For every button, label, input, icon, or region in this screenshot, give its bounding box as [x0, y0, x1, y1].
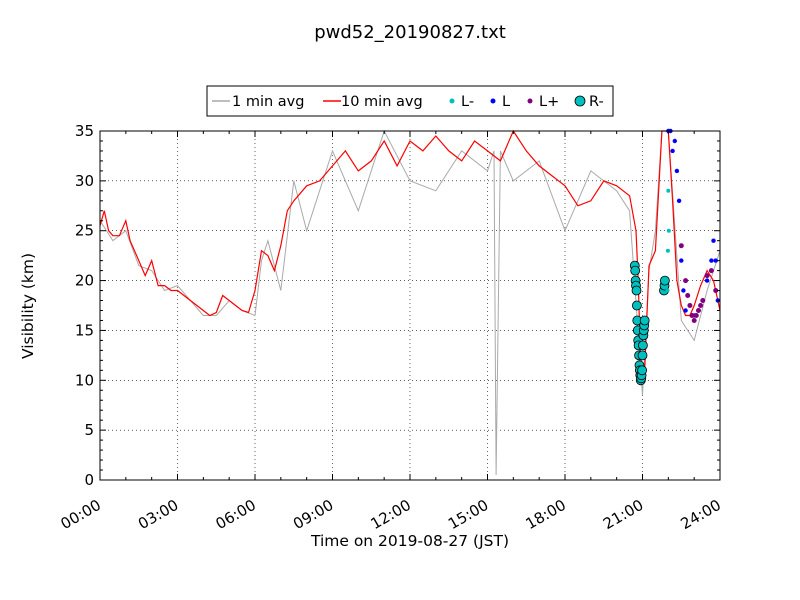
y-tick-label: 5 — [84, 421, 94, 439]
l-point — [704, 278, 710, 283]
r-minus-point — [637, 350, 648, 361]
r-minus-point — [660, 275, 670, 286]
l-plus-point — [708, 268, 714, 274]
legend-label-r-minus: R- — [589, 94, 604, 110]
y-tick-label: 30 — [75, 172, 94, 190]
l-point — [711, 238, 716, 243]
y-tick-label: 10 — [75, 371, 94, 389]
y-tick-label: 35 — [75, 122, 94, 140]
l-plus-point — [704, 273, 710, 279]
y-tick-labels: 0 5 10 15 20 25 30 35 — [75, 122, 94, 489]
y-tick-label: 0 — [84, 471, 94, 489]
l-plus-point — [696, 308, 701, 313]
l-plus-point — [713, 288, 719, 293]
l-point — [709, 258, 714, 263]
x-tick-label: 15:00 — [445, 496, 491, 533]
r-minus-point — [639, 315, 650, 326]
series-10min-avg — [99, 129, 721, 376]
x-tick-label: 18:00 — [523, 496, 569, 533]
y-axis-label: Visibility (km) — [19, 253, 37, 359]
y-tick-label: 20 — [75, 272, 94, 290]
legend-label-l-minus: L- — [461, 94, 474, 110]
l-plus-point — [691, 318, 697, 323]
y-tick-label: 15 — [75, 321, 94, 339]
x-tick-label: 06:00 — [213, 496, 259, 533]
l-plus-point — [678, 243, 684, 249]
grid — [100, 131, 720, 480]
y-tick-label: 25 — [75, 222, 94, 240]
l-plus-point — [698, 303, 704, 308]
r-minus-point — [631, 285, 642, 296]
l-minus-point — [665, 248, 670, 253]
l-point — [713, 258, 718, 263]
legend-marker-l — [490, 98, 496, 104]
legend-label-1min: 1 min avg — [232, 94, 304, 110]
l-plus-point — [700, 298, 706, 303]
legend-marker-l-plus — [527, 98, 533, 104]
legend-marker-r-minus — [574, 95, 586, 107]
l-point — [683, 308, 688, 313]
x-axis-label: Time on 2019-08-27 (JST) — [310, 532, 509, 550]
l-minus-point — [666, 228, 671, 233]
legend-box — [206, 85, 614, 117]
legend-label-l-plus: L+ — [539, 94, 559, 110]
legend-label-10min: 10 min avg — [341, 94, 423, 110]
r-minus-point — [632, 300, 642, 311]
l-minus-point — [666, 188, 671, 193]
axis-ticks — [99, 130, 721, 481]
r-minus-point — [637, 365, 647, 376]
l-point — [672, 138, 677, 144]
l-point — [676, 198, 682, 203]
l-plus-point — [693, 313, 699, 318]
l-point — [670, 148, 675, 154]
l-plus-point — [685, 293, 691, 298]
legend-label-l: L — [502, 94, 510, 110]
l-plus-point — [689, 313, 695, 318]
chart-title: pwd52_20190827.txt — [314, 22, 506, 43]
l-plus-point — [687, 303, 693, 308]
x-tick-label: 00:00 — [58, 496, 104, 533]
plot-area — [99, 128, 721, 476]
l-point — [674, 168, 680, 174]
l-plus-point — [683, 278, 689, 284]
x-tick-label: 24:00 — [678, 496, 724, 533]
l-point — [679, 258, 684, 263]
l-point — [681, 288, 686, 293]
r-minus-point — [630, 265, 641, 276]
r-minus-point — [638, 340, 648, 351]
x-tick-label: 21:00 — [600, 496, 646, 533]
legend: 1 min avg 10 min avg L- L L+ R- — [206, 85, 614, 117]
x-tick-label: 03:00 — [135, 496, 181, 533]
x-tick-label: 09:00 — [290, 496, 336, 533]
l-minus-point — [665, 288, 670, 293]
legend-marker-l-minus — [449, 98, 455, 104]
x-tick-labels: 00:00 03:00 06:00 09:00 12:00 15:00 18:00 21:00… — [58, 496, 724, 533]
x-tick-label: 12:00 — [368, 496, 414, 533]
